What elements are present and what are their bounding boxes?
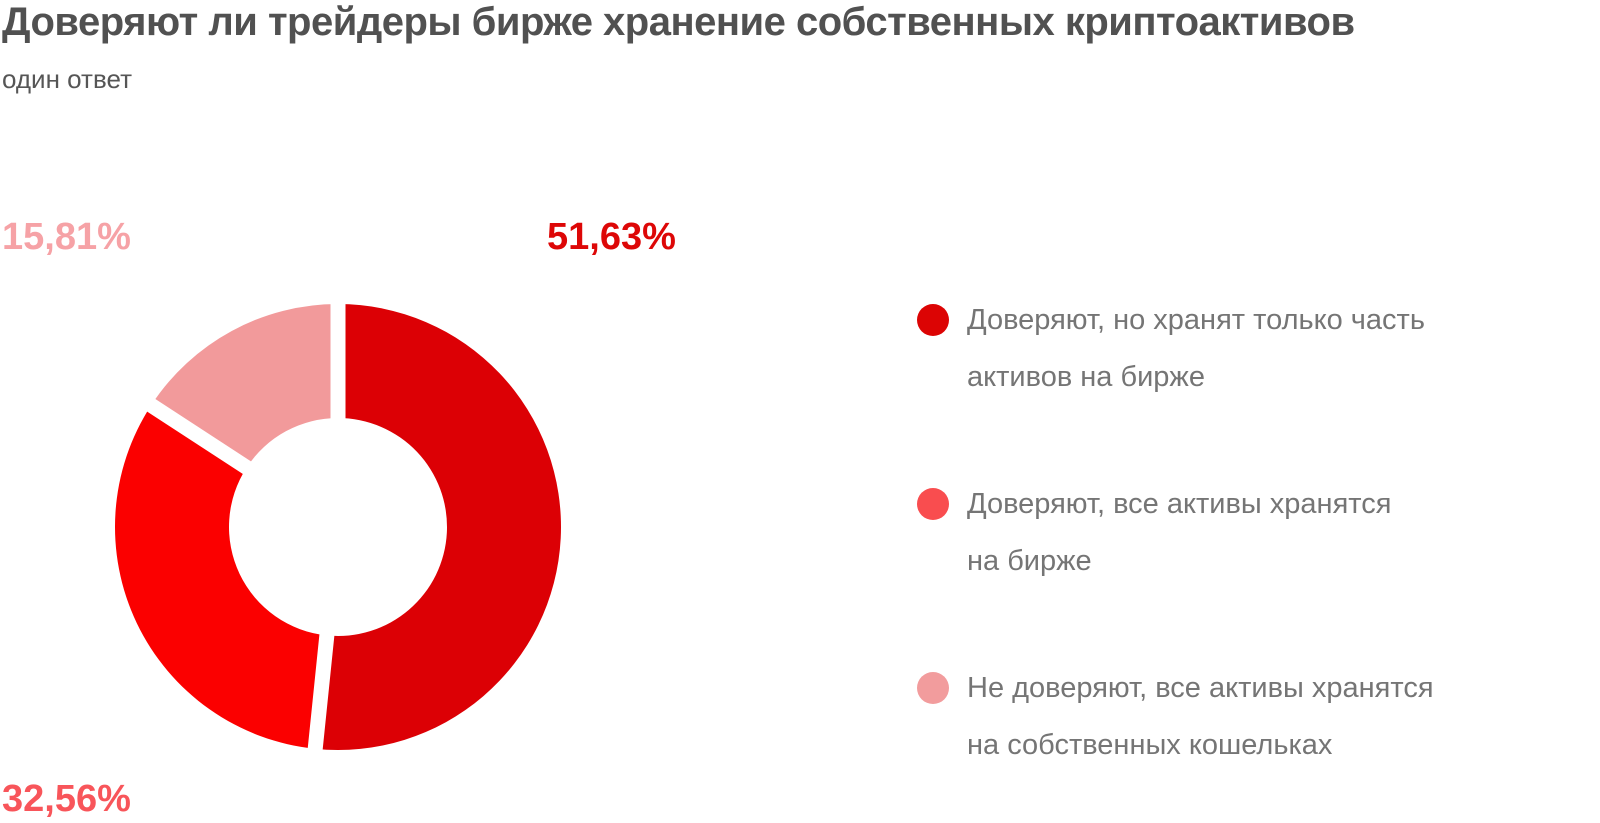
- segment-divider: [133, 391, 268, 484]
- chart-subtitle: один ответ: [2, 64, 132, 94]
- legend-dot-icon: [917, 488, 949, 520]
- legend-dot-icon: [917, 304, 949, 336]
- legend-line: на собственных кошельках: [967, 729, 1333, 761]
- pie-segment: [315, 304, 562, 750]
- legend-item-1: Доверяют, но хранят только часть активов…: [917, 292, 1434, 406]
- legend-line: Не доверяют, все активы хранятся: [967, 672, 1434, 704]
- legend-line: активов на бирже: [967, 361, 1205, 393]
- legend-line: Доверяют, все активы хранятся: [967, 488, 1392, 520]
- legend-item-text: Доверяют, все активы хранятся на бирже: [967, 476, 1391, 590]
- pie-segment: [114, 405, 327, 749]
- segment-value-label-3: 15,81%: [2, 216, 131, 258]
- segment-divider: [306, 612, 336, 769]
- legend-line: на бирже: [967, 545, 1092, 577]
- chart-title: Доверяют ли трейдеры бирже хранение собс…: [2, 0, 1355, 44]
- legend-item-2: Доверяют, все активы хранятся на бирже: [917, 476, 1434, 590]
- legend-item-3: Не доверяют, все активы хранятся на собс…: [917, 660, 1434, 774]
- segment-value-label-2: 32,56%: [2, 778, 131, 820]
- pie-segment: [151, 304, 338, 468]
- legend-item-text: Не доверяют, все активы хранятся на собс…: [967, 660, 1434, 774]
- legend-item-text: Доверяют, но хранят только часть активов…: [967, 292, 1425, 406]
- legend-dot-icon: [917, 672, 949, 704]
- legend: Доверяют, но хранят только часть активов…: [917, 292, 1434, 823]
- segment-value-label-1: 51,63%: [547, 216, 676, 258]
- legend-line: Доверяют, но хранят только часть: [967, 304, 1425, 336]
